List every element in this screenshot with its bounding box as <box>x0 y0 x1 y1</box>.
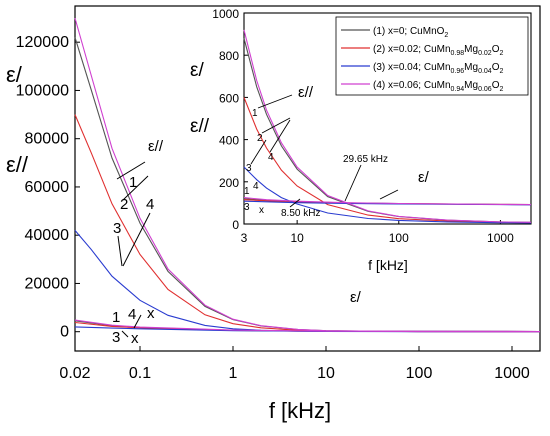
inset-eps2-num-3: 3 <box>246 163 252 174</box>
inset-eps1-num-3: 3 <box>244 202 250 213</box>
inset-eps1-series-4 <box>243 197 532 206</box>
inset-curves <box>243 29 532 224</box>
y-tick-label: 200 <box>219 176 239 190</box>
main-eps1-curve-label: ε/ <box>350 289 362 306</box>
legend-entry-4: (4) x=0.06; CuMn0.94Mg0.06O2 <box>373 80 503 93</box>
x-tick-label: 1 <box>229 365 238 382</box>
y-tick-label: 100000 <box>16 82 69 99</box>
main-plot-frame <box>74 5 541 352</box>
inset-eps1-num-4: 4 <box>253 181 259 192</box>
inset-eps2-series-4 <box>243 29 532 223</box>
main-annotation-arrows <box>116 161 151 338</box>
main-eps2-num-2: 2 <box>120 196 128 213</box>
x-tick-label: 10 <box>317 365 335 382</box>
y-tick-label: 40000 <box>25 227 70 244</box>
x-tick-label: 1000 <box>487 231 514 245</box>
inset-x-marker: x <box>259 205 264 216</box>
x-tick-label: 10 <box>290 231 304 245</box>
main-y-ticks: 0 20000 40000 60000 80000 100000 120000 <box>16 34 80 341</box>
inset-freq-label-2: 8.50 kHz <box>281 208 320 219</box>
main-eps2-num-4: 4 <box>146 196 154 213</box>
legend-entry-1: (1) x=0; CuMnO2 <box>373 26 448 39</box>
y-tick-label: 80000 <box>25 131 70 148</box>
inset-freq-label-1: 29.65 kHz <box>343 154 388 165</box>
main-eps2-curve-label: ε// <box>148 138 164 155</box>
x-tick-label: 100 <box>389 231 409 245</box>
y-tick-label: 400 <box>219 134 239 148</box>
inset-eps2-curve-label: ε// <box>298 84 314 101</box>
y-tick-label: 0 <box>232 218 239 232</box>
legend-entry-2: (2) x=0.02; CuMn0.98Mg0.02O2 <box>373 44 503 57</box>
legend-entry-3: (3) x=0.04; CuMn0.96Mg0.04O2 <box>373 62 503 75</box>
main-eps1-num-3: 3 <box>112 329 120 346</box>
main-eps2-series-3 <box>74 230 540 333</box>
inset-x-axis-title: f [kHz] <box>368 257 408 273</box>
main-curves <box>74 17 541 333</box>
inset-x-ticks: 3 10 100 1000 <box>241 220 514 245</box>
main-y-label-eps1: ε/ <box>6 62 23 87</box>
y-tick-label: 60000 <box>25 179 70 196</box>
y-tick-label: 600 <box>219 91 239 105</box>
inset-eps2-series-2 <box>243 97 532 224</box>
x-tick-label: 0.02 <box>59 365 90 382</box>
inset-eps2-num-1: 1 <box>252 108 258 119</box>
y-tick-label: 0 <box>60 324 69 341</box>
main-x-ticks: 0.02 0.1 1 10 100 1000 <box>59 346 530 382</box>
inset-legend: (1) x=0; CuMnO2 (2) x=0.02; CuMn0.98Mg0.… <box>335 16 529 96</box>
main-eps1-num-4: 4 <box>128 306 136 323</box>
inset-y-label-eps1: ε/ <box>190 60 204 81</box>
main-y-label-eps2: ε// <box>6 152 29 177</box>
main-eps1-num-1: 1 <box>112 309 120 326</box>
y-tick-label: 800 <box>219 49 239 63</box>
inset-eps2-num-2: 2 <box>257 133 263 144</box>
inset-y-ticks: 0 200 400 600 800 1000 <box>212 7 248 232</box>
main-eps1-series-4 <box>74 319 541 333</box>
inset-y-label-eps2: ε// <box>190 116 210 137</box>
x-tick-label: 3 <box>241 231 248 245</box>
main-x-marker-lower: x <box>131 330 139 347</box>
main-eps2-num-1: 1 <box>129 174 137 191</box>
main-x-axis-title: f [kHz] <box>269 398 331 423</box>
inset-eps2-series-3 <box>243 166 532 224</box>
inset-eps1-num-1: 1 <box>244 186 250 197</box>
x-tick-label: 100 <box>406 365 433 382</box>
x-tick-label: 1000 <box>494 365 530 382</box>
inset-annotation-arrows <box>250 94 399 208</box>
main-eps2-num-3: 3 <box>113 220 121 237</box>
inset-eps2-num-4: 4 <box>268 152 274 163</box>
x-tick-label: 0.1 <box>129 365 151 382</box>
main-x-marker-upper: x <box>147 305 155 322</box>
y-tick-label: 120000 <box>16 34 69 51</box>
y-tick-label: 20000 <box>25 275 70 292</box>
y-tick-label: 1000 <box>212 7 239 21</box>
inset-eps1-curve-label: ε/ <box>418 169 430 186</box>
